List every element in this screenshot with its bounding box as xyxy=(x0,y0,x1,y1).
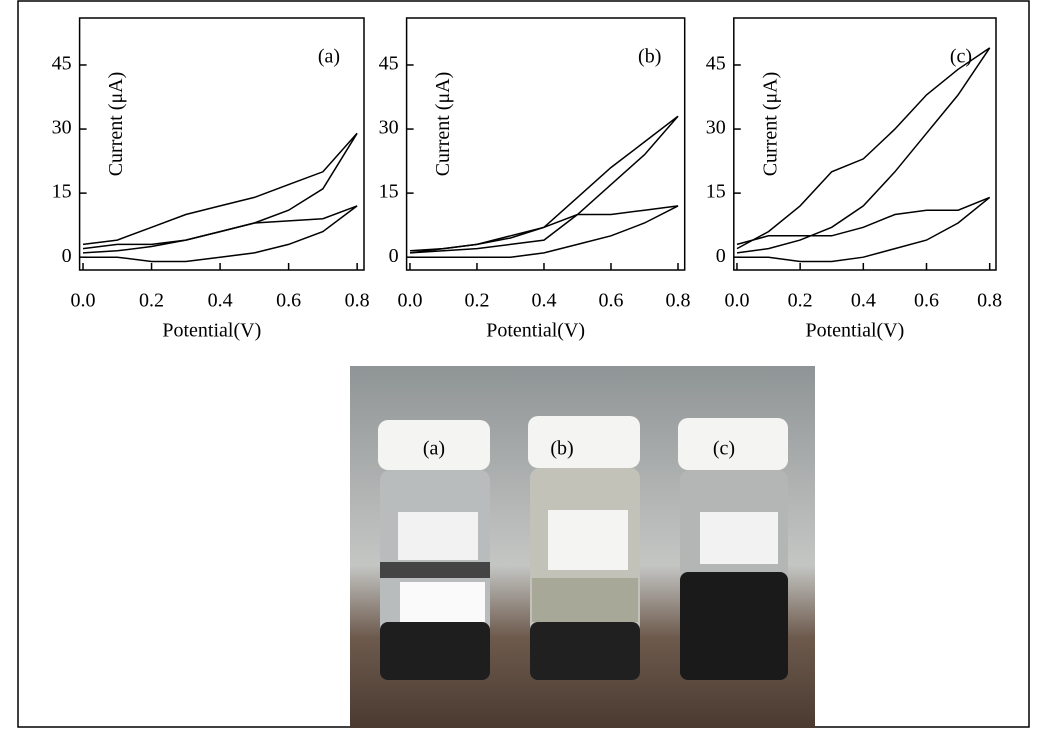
vial-liquid xyxy=(380,622,490,680)
vial xyxy=(378,420,490,680)
vial-liquid xyxy=(532,578,638,622)
vial xyxy=(678,418,788,680)
photo-label: (a) xyxy=(423,438,445,460)
cv-curve xyxy=(736,47,991,254)
chart: 0 15 30 45 0.0 0.2 0.4 0.6 0.8 Potential(V) Curren… xyxy=(379,17,690,342)
x-axis-label: Potential(V) xyxy=(805,320,904,342)
y-tick-label: 45 xyxy=(379,53,399,75)
plot-frame xyxy=(78,17,365,271)
vial-liquid xyxy=(380,562,490,578)
vial-liquid xyxy=(530,622,640,680)
vial-label xyxy=(548,510,628,570)
photo xyxy=(350,366,815,728)
cv-curve xyxy=(82,205,358,263)
x-tick-label: 0.2 xyxy=(464,290,489,312)
vial-liquid xyxy=(680,572,788,680)
x-tick-label: 0.6 xyxy=(598,290,623,312)
vial-cap xyxy=(678,418,788,470)
photo-label: (c) xyxy=(713,438,735,460)
x-tick-label: 0.0 xyxy=(71,290,96,312)
x-axis-label: Potential(V) xyxy=(486,320,585,342)
vial-label xyxy=(700,512,778,564)
vial-label xyxy=(398,512,478,560)
x-tick-label: 0.4 xyxy=(851,290,876,312)
chart: 0 15 30 45 0.0 0.2 0.4 0.6 0.8 Potential(V) Curren… xyxy=(706,17,1002,342)
y-tick-label: 15 xyxy=(379,181,399,203)
y-axis-label: Current (μA) xyxy=(432,72,454,177)
vial xyxy=(528,416,640,680)
x-axis-label: Potential(V) xyxy=(162,320,261,342)
x-tick-label: 0.4 xyxy=(208,290,233,312)
photo-label: (b) xyxy=(550,438,573,460)
plot-frame xyxy=(733,17,997,271)
plot-frame xyxy=(405,17,686,271)
vial-cap xyxy=(378,420,490,470)
cv-curve xyxy=(736,196,991,263)
cv-curve xyxy=(409,115,679,254)
y-tick-label: 45 xyxy=(706,53,726,75)
x-tick-label: 0.8 xyxy=(345,290,370,312)
panel-label: (b) xyxy=(638,46,661,68)
y-tick-label: 15 xyxy=(706,181,726,203)
y-tick-label: 0 xyxy=(716,245,726,267)
x-tick-label: 0.0 xyxy=(397,290,422,312)
y-tick-label: 15 xyxy=(52,181,72,203)
x-tick-label: 0.2 xyxy=(139,290,164,312)
x-tick-label: 0.2 xyxy=(788,290,813,312)
cv-curve xyxy=(409,205,679,258)
x-tick-label: 0.0 xyxy=(724,290,749,312)
x-tick-label: 0.4 xyxy=(531,290,556,312)
x-tick-label: 0.6 xyxy=(914,290,939,312)
chart: 0 15 30 45 0.0 0.2 0.4 0.6 0.8 Potential(V) Curren… xyxy=(52,17,370,342)
vial-cap xyxy=(528,416,640,468)
x-tick-label: 0.8 xyxy=(977,290,1002,312)
y-tick-label: 0 xyxy=(389,245,399,267)
y-axis-label: Current (μA) xyxy=(759,72,781,177)
x-tick-label: 0.8 xyxy=(665,290,690,312)
y-tick-label: 30 xyxy=(706,117,726,139)
panel-label: (c) xyxy=(950,46,972,68)
y-tick-label: 45 xyxy=(52,53,72,75)
x-tick-label: 0.6 xyxy=(276,290,301,312)
y-tick-label: 0 xyxy=(62,245,72,267)
y-tick-label: 30 xyxy=(52,117,72,139)
vial-label xyxy=(400,582,485,622)
y-tick-label: 30 xyxy=(379,117,399,139)
y-axis-label: Current (μA) xyxy=(105,72,127,177)
panel-label: (a) xyxy=(318,46,340,68)
